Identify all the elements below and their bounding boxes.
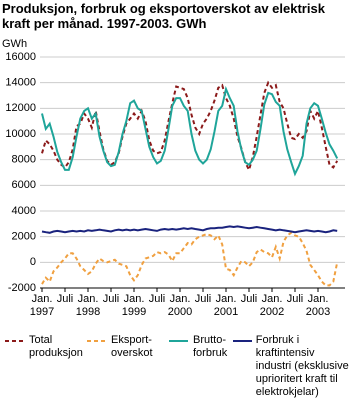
x-tick-label: Jan. <box>170 293 191 305</box>
legend-swatch <box>169 340 188 342</box>
legend-swatch <box>233 340 252 342</box>
x-tick-label: Juli <box>149 293 166 305</box>
y-tick-label: 12000 <box>5 102 36 114</box>
x-tick-label: Juli <box>57 293 74 305</box>
legend-item: Total produksjon <box>4 334 83 360</box>
y-tick-label: 2000 <box>12 231 36 243</box>
x-year-label: 1997 <box>30 306 54 318</box>
x-tick-label: Jan. <box>32 293 53 305</box>
chart-title: Produksjon, forbruk og eksportoverskot a… <box>2 1 325 31</box>
legend-label: Total produksjon <box>29 334 83 359</box>
series-line <box>41 85 339 177</box>
series-line <box>41 225 338 234</box>
legend-swatch <box>5 340 24 342</box>
legend-label: Eksport- overskot <box>111 334 153 359</box>
x-tick-label: Jan. <box>262 293 283 305</box>
legend-item: Eksport- overskot <box>86 334 153 360</box>
x-tick-label: Jan. <box>216 293 237 305</box>
legend-item: Forbruk i kraftintensiv industri (eksklu… <box>232 334 355 399</box>
chart: GWh -2000 0 2000 4000 6000 8000 10000 12000 1400… <box>2 38 345 318</box>
y-tick-label: -2000 <box>8 282 36 294</box>
x-year-label: 2003 <box>306 306 330 318</box>
x-year-label: 2001 <box>214 306 238 318</box>
x-year-label: 1999 <box>122 306 146 318</box>
x-year-label: 1998 <box>76 306 100 318</box>
y-tick-label: 6000 <box>12 179 36 191</box>
y-tick-label: 8000 <box>12 154 36 166</box>
series-line <box>41 80 339 173</box>
x-tick-label: Jan. <box>308 293 329 305</box>
y-tick-label: 4000 <box>12 205 36 217</box>
legend-item: Brutto- forbruk <box>168 334 227 360</box>
x-tick-label: Juli <box>103 293 120 305</box>
y-tick-label: 16000 <box>5 51 36 63</box>
y-tick-label: 0 <box>30 256 36 268</box>
x-year-label: 2002 <box>260 306 284 318</box>
y-tick-label: 10000 <box>5 128 36 140</box>
x-tick-label: Juli <box>195 293 212 305</box>
y-tick-label: 14000 <box>5 77 36 89</box>
x-tick-label: Juli <box>287 293 304 305</box>
y-axis-label: GWh <box>2 38 27 50</box>
series-line <box>41 231 339 287</box>
x-tick-label: Jan. <box>78 293 99 305</box>
legend-label: Brutto- forbruk <box>193 334 228 359</box>
legend-swatch <box>87 340 106 342</box>
legend-label: Forbruk i kraftintensiv industri (eksklu… <box>255 334 349 398</box>
x-year-label: 2000 <box>168 306 192 318</box>
x-tick-label: Jan. <box>124 293 145 305</box>
x-tick-label: Juli <box>241 293 258 305</box>
